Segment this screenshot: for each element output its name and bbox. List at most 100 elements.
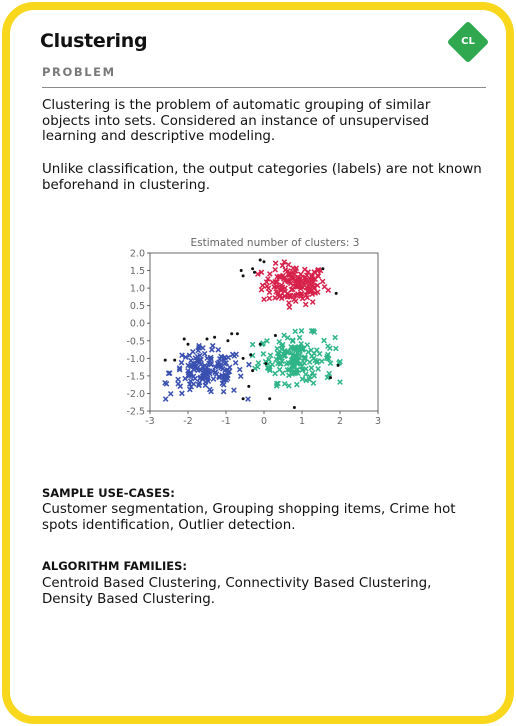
cluster-3-point <box>222 367 228 374</box>
badge-label: CL <box>461 36 475 47</box>
cluster-1-point <box>314 272 321 279</box>
noise-point <box>336 363 340 367</box>
cluster-1-point <box>258 269 265 276</box>
x-tick-label: -3 <box>145 416 154 427</box>
cluster-3-point <box>165 370 172 377</box>
noise-point <box>182 337 186 341</box>
card-title: Clustering <box>40 30 148 52</box>
cluster-3-point <box>204 376 211 383</box>
cluster-3-point <box>210 376 217 382</box>
cluster-3-point <box>245 396 251 402</box>
x-tick-label: 2 <box>337 416 343 427</box>
cluster-3-point <box>176 365 183 371</box>
cluster-3-point <box>162 396 169 402</box>
cluster-3-point <box>246 361 252 368</box>
x-tick-label: 0 <box>261 416 267 427</box>
cluster-3-point <box>224 372 231 379</box>
cluster-3-point <box>208 361 214 368</box>
noise-point <box>268 397 272 401</box>
cluster-2-point <box>303 366 309 372</box>
cluster-2-point <box>286 382 292 389</box>
cluster-2-point <box>327 345 333 351</box>
cluster-2-point <box>294 370 301 376</box>
y-tick-label: 0.0 <box>130 319 145 330</box>
noise-point <box>329 376 332 380</box>
cluster-1-point <box>263 279 270 285</box>
cluster-3-point <box>187 371 193 378</box>
cluster-3-point <box>207 354 214 361</box>
cluster-2-point <box>272 370 278 377</box>
cluster-1-point <box>265 276 271 282</box>
cluster-3-point <box>220 381 227 388</box>
cluster-1-point <box>276 273 283 280</box>
cluster-2-point <box>337 358 343 365</box>
y-tick-label: -2.0 <box>126 389 145 400</box>
cluster-2-point <box>321 337 327 344</box>
noise-point <box>251 369 255 373</box>
cluster-1-point <box>312 276 318 283</box>
cluster-2-point <box>324 353 331 360</box>
cluster-2-point <box>315 366 321 372</box>
cluster-2-point <box>266 356 272 363</box>
cluster-3-point <box>199 376 206 382</box>
cluster-1-point <box>258 286 265 293</box>
cluster-3-point <box>179 352 185 359</box>
cluster-2-point <box>298 328 305 334</box>
cluster-3-point <box>175 381 182 387</box>
cluster-1-point <box>294 279 301 286</box>
y-tick-label: 1.0 <box>130 284 145 295</box>
cluster-3-point <box>231 387 237 394</box>
cluster-3-point <box>231 353 238 359</box>
cluster-1-point <box>287 294 293 300</box>
cluster-3-point <box>220 388 227 395</box>
y-tick-label: -1.5 <box>126 371 145 382</box>
cluster-3-point <box>203 366 209 373</box>
cluster-1-point <box>274 284 281 291</box>
cluster-3-point <box>190 373 197 380</box>
x-tick-label: 3 <box>375 416 381 427</box>
section-title-use-cases: SAMPLE USE-CASES: <box>42 486 175 500</box>
cluster-2-point <box>308 365 315 371</box>
cluster-2-point <box>281 380 288 387</box>
cluster-2-point <box>260 351 267 357</box>
cluster-3-point <box>178 359 185 366</box>
section-body-use-cases: Customer segmentation, Grouping shopping… <box>42 502 456 533</box>
cluster-2-point <box>276 338 283 345</box>
cluster-3-point <box>187 378 194 384</box>
cluster-1-point <box>276 293 283 300</box>
cluster-2-point <box>311 350 317 357</box>
noise-point <box>173 358 177 362</box>
cluster-1-point <box>315 267 322 273</box>
noise-point <box>205 337 209 341</box>
cluster-2-point <box>294 381 300 388</box>
noise-point <box>292 405 296 409</box>
noise-point <box>241 397 245 401</box>
cluster-2-point <box>273 356 280 363</box>
cluster-2-point <box>266 365 272 372</box>
cluster-2-point <box>327 360 334 367</box>
cluster-3-point <box>187 363 194 369</box>
cluster-3-point <box>179 390 185 397</box>
cluster-2-point <box>294 361 301 367</box>
cluster-2-point <box>267 352 274 359</box>
cluster-2-point <box>277 360 284 367</box>
cluster-2-point <box>324 374 331 381</box>
cluster-2-point <box>284 348 291 355</box>
y-tick-label: -1.0 <box>126 354 145 365</box>
cluster-2-point <box>302 355 308 362</box>
cluster-3-point <box>209 342 216 349</box>
section-title-algorithm-families: ALGORITHM FAMILIES: <box>42 559 187 573</box>
cluster-2-point <box>275 380 281 387</box>
cluster-2-point <box>311 329 318 335</box>
noise-point <box>334 291 338 295</box>
cluster-3-point <box>220 373 227 380</box>
cluster-3-point <box>208 388 214 395</box>
cluster-2-point <box>304 342 311 348</box>
cluster-1-point <box>286 300 292 306</box>
cluster-3-point <box>185 367 191 374</box>
cluster-1-point <box>292 268 299 274</box>
cluster-2-point <box>281 353 287 360</box>
cluster-1-point <box>266 295 273 302</box>
cluster-1-point <box>274 278 280 285</box>
cluster-2-point <box>332 334 338 341</box>
